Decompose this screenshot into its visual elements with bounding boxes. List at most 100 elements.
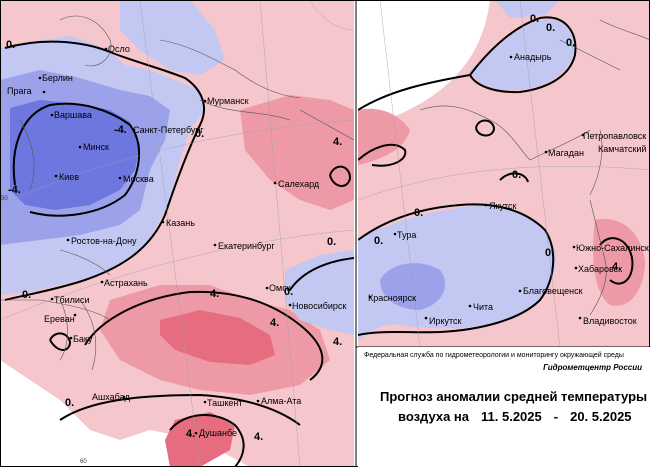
city-blagoveshchensk: Благовещенск: [523, 286, 583, 296]
city-yakutsk: Якутск: [489, 201, 517, 211]
contour-label-9: 4.: [210, 288, 219, 300]
contour-label-7: 0.: [22, 289, 31, 301]
grid-label-60: 60: [80, 459, 87, 465]
city-tashkent: Ташкент: [207, 398, 242, 408]
right-contour-label-2: 0.: [546, 22, 555, 34]
contour-minus4: [12, 102, 141, 217]
right-contour-label-8: 0.: [414, 207, 423, 219]
contour-label-2: -4.: [114, 124, 127, 136]
city-moskva: Москва: [123, 174, 154, 184]
city-magadan: Магадан: [548, 148, 584, 158]
warm-region-east-strong: [593, 219, 645, 306]
city-kamchatsky: Камчатский: [598, 144, 646, 154]
contour-label-4: 0.: [195, 128, 204, 140]
city-baku: Баку: [73, 334, 93, 344]
right-contour-label-4: 0.: [512, 169, 521, 181]
right-contours: [358, 16, 634, 336]
contour-label-1: 0.: [6, 39, 15, 51]
contour-label-8: 0.: [284, 286, 293, 298]
city-varshava: Варшава: [54, 110, 92, 120]
contour-label-10: 4.: [270, 317, 279, 329]
left-contours: [4, 40, 354, 467]
warm-region-mid-east: [240, 95, 354, 210]
city-berlin: Берлин: [42, 73, 73, 83]
left-cities: Осло Берлин Прага Варшава Минск Киев Мос…: [7, 44, 346, 438]
city-tura: Тура: [397, 230, 416, 240]
contour-ring-north: [475, 119, 496, 137]
city-dushanbe: Душанбе: [199, 428, 237, 438]
right-map: Анадырь Петропавловск Камчатский Магадан…: [358, 0, 650, 347]
contour-label-3: -4.: [8, 184, 21, 196]
cold-region-top: [495, 0, 560, 18]
city-almaty: Алма-Ата: [261, 396, 301, 406]
title-prefix: воздуха на: [398, 409, 470, 424]
contour-label-14: 4.: [186, 428, 195, 440]
contour-zero-baku: [49, 332, 72, 351]
left-contour-labels: 0. -4. -4. 0. 4. 0. 0. 0. 4. 4. 4. 0. 4.…: [6, 39, 342, 443]
city-kazan: Казань: [166, 218, 195, 228]
city-oslo: Осло: [108, 44, 130, 54]
date-separator: -: [553, 409, 559, 424]
contour-label-11: 4.: [333, 336, 342, 348]
right-contour-labels: 0. 0. 0. 0. 0. 0. 4. 0.: [374, 13, 621, 273]
city-krasnoyarsk: Красноярск: [368, 293, 416, 303]
contour-zero-arctic: [358, 74, 471, 111]
contour-label-5: 4.: [333, 136, 342, 148]
right-contour-label-7: 4.: [612, 261, 621, 273]
contour-zero-west: [4, 40, 205, 301]
contour-label-12: 0.: [65, 397, 74, 409]
city-anadyr: Анадырь: [514, 52, 552, 62]
grid-label-50: 50: [1, 196, 8, 202]
info-panel: Федеральная служба по гидрометеорологии …: [358, 347, 650, 467]
center-label: Гидрометцентр России: [543, 363, 642, 372]
city-ekb: Екатеринбург: [218, 241, 275, 251]
contour-zero-magadan: [499, 172, 529, 183]
contour-zero-east: [289, 257, 354, 291]
cold-region-north: [120, 0, 225, 75]
right-cities: Анадырь Петропавловск Камчатский Магадан…: [368, 52, 649, 326]
city-salekhard: Салехард: [278, 179, 320, 189]
contour-zero-kamchatka: [358, 143, 407, 167]
city-ashkhabad: Ашхабад: [92, 392, 131, 402]
city-murmansk: Мурманск: [207, 96, 249, 106]
city-irkutsk: Иркутск: [429, 316, 462, 326]
contour-four-south: [84, 290, 324, 381]
date-from: 11. 5.2025: [481, 409, 542, 424]
contour-zero-south: [59, 393, 301, 426]
city-novosibirsk: Новосибирск: [292, 301, 346, 311]
cold-region-chukotka: [470, 19, 575, 91]
city-spb: Санкт-Петербург: [133, 125, 204, 135]
city-khabarovsk: Хабаровск: [578, 264, 622, 274]
city-praga: Прага: [7, 86, 32, 96]
right-contour-label-5: 0.: [374, 235, 383, 247]
city-minsk: Минск: [83, 142, 109, 152]
contour-four-east: [599, 237, 634, 285]
right-contour-label-1: 0.: [530, 13, 539, 25]
city-omsk: Омск: [269, 283, 291, 293]
city-erevan: Ереван: [44, 314, 75, 324]
left-map: 50 60 Осло Берлин Прага Варшава Минск Ки…: [0, 0, 354, 467]
left-graticule: [0, 0, 354, 467]
contour-salekhard-ring: [329, 165, 352, 187]
contour-label-13: 4.: [254, 431, 263, 443]
right-contour-label-6: 0.: [545, 247, 554, 259]
date-to: 20. 5.2025: [570, 409, 632, 424]
cold-region-siberia-core: [380, 263, 446, 310]
cold-region-core: [10, 100, 140, 210]
city-kiev: Киев: [59, 172, 79, 182]
contour-four-dushanbe: [169, 413, 245, 467]
contour-label-6: 0.: [327, 236, 336, 248]
city-rostov: Ростов-на-Дону: [71, 236, 137, 246]
contour-zero-chukotka: [469, 16, 577, 94]
city-astrakhan: Астрахань: [104, 278, 148, 288]
left-coastlines: [0, 15, 354, 371]
city-petropavlovsk: Петропавловск: [583, 131, 646, 141]
right-contour-label-3: 0.: [566, 37, 575, 49]
forecast-title: Прогноз аномалии средней температуры: [380, 389, 648, 404]
right-coastlines: [419, 19, 650, 316]
forecast-period: воздуха на 11. 5.2025-20. 5.2025: [398, 409, 644, 424]
city-yuzhno: Южно-Сахалинск: [576, 243, 649, 253]
city-chita: Чита: [473, 302, 493, 312]
